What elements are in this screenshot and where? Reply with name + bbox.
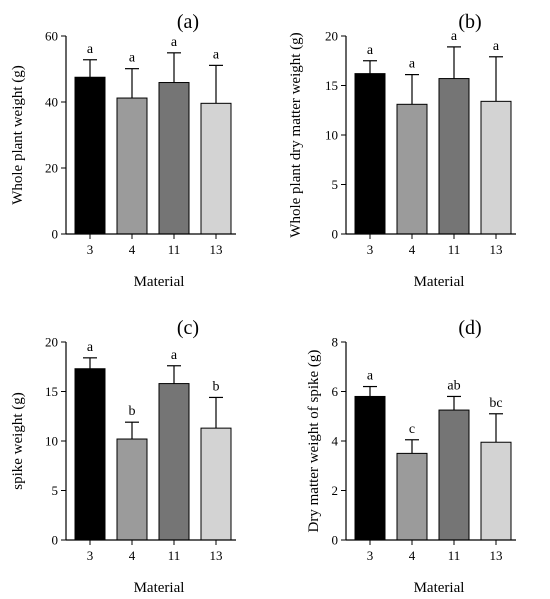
- bar: [200, 427, 232, 541]
- significance-label: a: [87, 340, 94, 355]
- bar: [396, 103, 428, 235]
- panel-label: (b): [458, 11, 481, 33]
- x-tick-label: 4: [129, 242, 136, 257]
- y-tick-label: 10: [325, 128, 338, 143]
- y-axis-title: Dry matter weight of spike (g): [306, 350, 322, 533]
- significance-label: c: [409, 422, 415, 437]
- x-axis-title: Material: [414, 274, 465, 290]
- panel-label: (c): [177, 317, 199, 339]
- y-tick-label: 20: [45, 161, 58, 176]
- x-tick-label: 11: [448, 242, 461, 257]
- bar: [74, 76, 106, 235]
- bar: [438, 409, 470, 541]
- y-tick-label: 6: [332, 384, 339, 399]
- bar: [74, 368, 106, 541]
- x-axis-title: Material: [414, 580, 465, 596]
- x-axis-title: Material: [134, 274, 185, 290]
- y-tick-label: 2: [332, 483, 339, 498]
- significance-label: a: [367, 369, 374, 384]
- x-tick-label: 3: [87, 548, 94, 563]
- x-axis-title: Material: [134, 580, 185, 596]
- y-tick-label: 10: [45, 434, 58, 449]
- significance-label: a: [451, 29, 458, 44]
- y-axis-title: spike weight (g): [10, 392, 26, 489]
- y-tick-label: 5: [332, 177, 339, 192]
- y-tick-label: 5: [52, 483, 59, 498]
- significance-label: a: [409, 57, 416, 72]
- panel-label: (d): [458, 317, 481, 339]
- y-tick-label: 0: [332, 227, 339, 242]
- significance-label: b: [213, 379, 220, 394]
- x-tick-label: 11: [448, 548, 461, 563]
- x-tick-label: 4: [409, 242, 416, 257]
- significance-label: b: [129, 404, 136, 419]
- y-tick-label: 8: [332, 335, 339, 350]
- bar: [354, 395, 386, 541]
- x-tick-label: 13: [490, 242, 503, 257]
- bar: [354, 73, 386, 235]
- y-tick-label: 60: [45, 29, 58, 44]
- panel-label: (a): [177, 11, 199, 33]
- y-axis-title: Whole plant weight (g): [10, 65, 26, 205]
- significance-label: a: [367, 43, 374, 58]
- significance-label: ab: [447, 378, 460, 393]
- significance-label: a: [129, 51, 136, 66]
- y-tick-label: 0: [52, 533, 59, 548]
- bar: [480, 441, 512, 541]
- x-tick-label: 3: [87, 242, 94, 257]
- bar: [158, 383, 190, 541]
- y-tick-label: 20: [45, 335, 58, 350]
- chart-panel: (d) a 3 c 4 ab 11 bc 13 0 2 4 6 8 Material Dry matter w…: [306, 317, 516, 596]
- y-tick-label: 15: [325, 78, 338, 93]
- x-tick-label: 13: [210, 242, 223, 257]
- y-axis-title: Whole plant dry matter weight (g): [288, 32, 304, 237]
- bar: [438, 78, 470, 235]
- y-tick-label: 0: [332, 533, 339, 548]
- significance-label: a: [213, 47, 220, 62]
- significance-label: a: [171, 35, 178, 50]
- bar: [158, 82, 190, 235]
- x-tick-label: 4: [409, 548, 416, 563]
- bar: [480, 100, 512, 235]
- bar: [116, 438, 148, 541]
- chart-panel: (c) a 3 b 4 a 11 b 13 0 5 10 15 20 Material spike weigh…: [10, 317, 236, 596]
- chart-panel: (a) a 3 a 4 a 11 a 13 0 20 40 60 Material Whole plant …: [10, 11, 236, 290]
- significance-label: bc: [489, 396, 502, 411]
- y-tick-label: 15: [45, 384, 58, 399]
- x-tick-label: 13: [490, 548, 503, 563]
- y-tick-label: 0: [52, 227, 59, 242]
- y-tick-label: 4: [332, 434, 339, 449]
- bar: [116, 97, 148, 235]
- y-tick-label: 20: [325, 29, 338, 44]
- x-tick-label: 4: [129, 548, 136, 563]
- x-tick-label: 13: [210, 548, 223, 563]
- bar: [200, 102, 232, 235]
- x-tick-label: 11: [168, 242, 181, 257]
- x-tick-label: 3: [367, 548, 374, 563]
- significance-label: a: [171, 348, 178, 363]
- y-tick-label: 40: [45, 95, 58, 110]
- x-tick-label: 11: [168, 548, 181, 563]
- bar: [396, 452, 428, 541]
- significance-label: a: [87, 42, 94, 57]
- significance-label: a: [493, 39, 500, 54]
- x-tick-label: 3: [367, 242, 374, 257]
